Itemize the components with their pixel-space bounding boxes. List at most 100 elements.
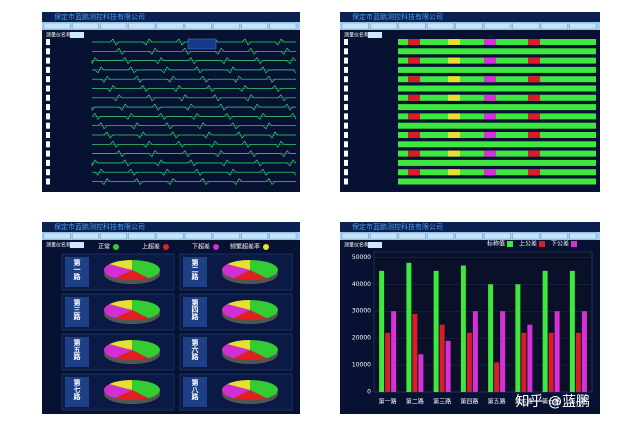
status-segment	[484, 132, 496, 138]
menu-button	[569, 22, 597, 30]
bar	[433, 270, 439, 392]
status-segment	[484, 169, 496, 176]
pie-slice	[250, 260, 279, 279]
trend-line	[92, 94, 296, 102]
status-bar	[398, 132, 596, 138]
row-label	[46, 113, 50, 120]
bar	[406, 262, 412, 392]
status-segment	[448, 39, 460, 45]
bar	[515, 284, 521, 392]
trend-line	[92, 84, 296, 93]
road-label: 第三路	[73, 298, 82, 321]
y-tick-label: 20000	[352, 335, 371, 342]
status-segment	[408, 39, 420, 45]
legend-label: 上超差	[142, 243, 160, 251]
status-bar	[398, 159, 596, 166]
status-segment	[448, 57, 460, 64]
menu-button	[484, 22, 511, 30]
bar	[581, 311, 587, 392]
trend-line	[92, 150, 296, 158]
status-bar	[398, 169, 596, 176]
status-segment	[528, 169, 540, 176]
status-bar	[398, 85, 596, 92]
legend-label: 下公差	[551, 240, 569, 248]
road-label: 第五路	[73, 338, 82, 361]
legend-swatch	[113, 244, 119, 250]
row-label	[344, 48, 348, 55]
status-segment	[528, 94, 540, 101]
trend-line	[92, 140, 296, 148]
menu-button	[241, 232, 268, 240]
y-tick-label: 40000	[352, 281, 371, 288]
menu-button	[484, 232, 511, 240]
bar	[548, 332, 554, 392]
row-label	[46, 104, 50, 111]
menu-button	[540, 232, 568, 240]
status-bar	[398, 178, 596, 185]
bar	[391, 311, 397, 392]
device-select	[70, 242, 84, 248]
status-bar	[398, 57, 596, 64]
title-bar	[42, 12, 300, 22]
pie-slice	[233, 270, 267, 281]
device-label: 测量仪名称	[344, 242, 369, 249]
legend-label: 频繁超差率	[230, 243, 260, 251]
status-segment	[528, 132, 540, 138]
status-segment	[484, 57, 496, 64]
status-bar	[398, 122, 596, 129]
road-label-box	[65, 377, 89, 407]
pie-slice	[132, 340, 161, 359]
menu-button	[540, 22, 568, 30]
menu-button	[569, 232, 597, 240]
bar	[460, 265, 466, 392]
road-label-box	[183, 297, 207, 327]
road-label-box	[183, 257, 207, 287]
trend-line	[91, 103, 296, 111]
road-label-box	[183, 337, 207, 367]
pie-slice	[132, 260, 161, 279]
row-label	[46, 141, 50, 148]
status-bar	[398, 150, 596, 157]
row-label	[46, 169, 50, 176]
row-label	[46, 48, 50, 55]
status-segment	[528, 39, 540, 45]
row-label	[344, 57, 348, 64]
road-label: 第四路	[191, 298, 200, 321]
legend-swatch	[213, 244, 219, 250]
y-tick-label: 10000	[352, 362, 371, 369]
menu-button	[72, 232, 99, 240]
menu-button	[398, 22, 426, 30]
row-label	[344, 85, 348, 92]
menu-button	[512, 232, 540, 240]
menu-button	[427, 232, 454, 240]
menu-button	[341, 22, 369, 30]
status-segment	[528, 76, 540, 83]
legend-swatch	[163, 244, 169, 250]
company-name: 保定市蓝鹏测控科技有限公司	[54, 222, 145, 231]
menu-button	[213, 232, 240, 240]
status-segment	[408, 57, 420, 64]
pie-slice	[227, 340, 250, 350]
pie-slice	[115, 390, 149, 401]
menu-button	[455, 22, 483, 30]
road-label: 第一路	[73, 258, 82, 281]
row-label	[46, 178, 50, 185]
menu-button	[156, 232, 184, 240]
bar	[521, 332, 527, 392]
road-label-box	[183, 377, 207, 407]
menu-button	[156, 22, 184, 30]
menu-button	[184, 232, 212, 240]
legend-label: 下超差	[192, 243, 210, 251]
watermark: 知乎 @蓝鹏	[516, 393, 590, 410]
row-label	[344, 104, 348, 111]
trend-line	[92, 122, 296, 130]
status-segment	[448, 94, 460, 101]
trend-line	[92, 177, 296, 186]
bar	[554, 311, 560, 392]
status-segment	[408, 150, 420, 157]
status-segment	[448, 169, 460, 176]
pie-slice	[221, 264, 250, 279]
pie-slice	[250, 300, 279, 319]
menu-button	[100, 22, 127, 30]
